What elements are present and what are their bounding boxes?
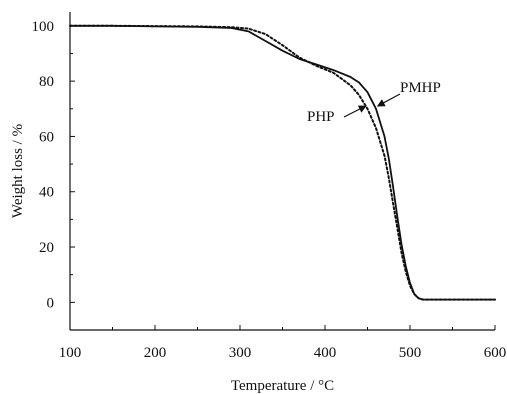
axes — [69, 12, 495, 331]
series-layer — [69, 24, 496, 301]
series-label-pmhp: PMHP — [400, 80, 441, 96]
annotation-arrow-php — [343, 105, 367, 118]
y-tick-label: 40 — [39, 185, 54, 201]
annotation-arrow-pmhp — [376, 93, 401, 107]
series-line-pmhp — [69, 24, 496, 301]
y-tick-label: 0 — [47, 295, 55, 311]
y-tick-label: 100 — [32, 19, 55, 35]
y-tick-label: 60 — [39, 129, 54, 145]
x-tick-label: 600 — [484, 345, 507, 361]
series-label-php: PHP — [307, 109, 335, 125]
x-tick-label: 500 — [399, 345, 422, 361]
x-tick-label: 400 — [314, 345, 337, 361]
x-tick-label: 200 — [144, 345, 167, 361]
y-ticks: 0 20 40 60 80 100 — [32, 19, 75, 331]
y-tick-label: 80 — [39, 74, 54, 90]
x-ticks: 100 200 300 400 500 600 — [59, 325, 507, 361]
y-axis-title: Weight loss / % — [10, 124, 26, 218]
annotation-layer: PMHP PHP — [307, 80, 441, 125]
x-tick-label: 100 — [59, 345, 82, 361]
y-tick-label: 20 — [39, 240, 54, 256]
x-tick-label: 300 — [229, 345, 252, 361]
x-axis-title: Temperature / °C — [231, 378, 334, 394]
series-line-php — [69, 24, 496, 301]
